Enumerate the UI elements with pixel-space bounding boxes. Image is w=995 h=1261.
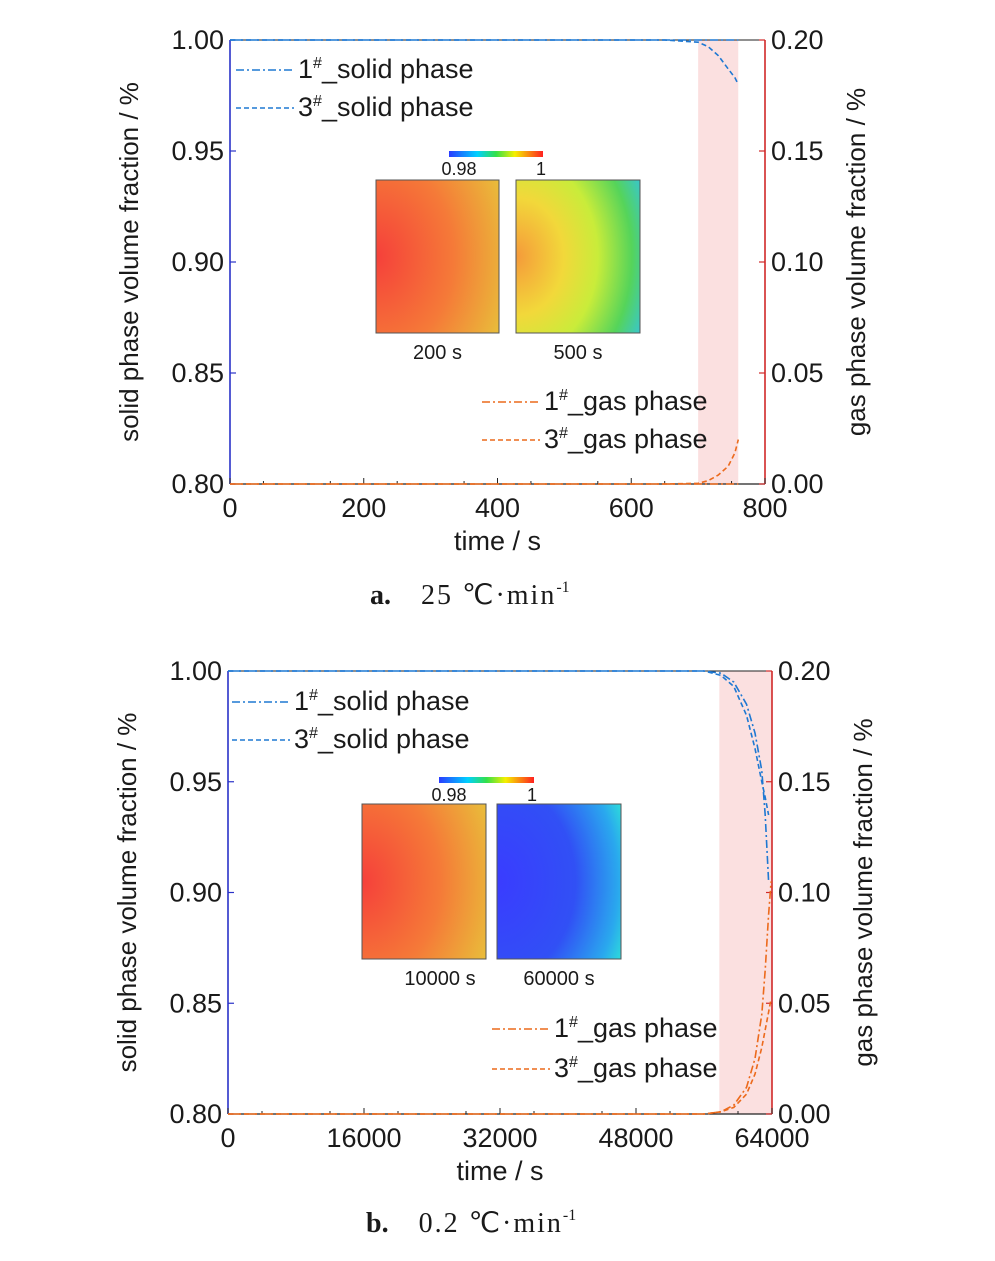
chart2-colorbar-min-label: 0.98 [431,785,466,805]
chart2-panel: 0 16000 32000 48000 64000 0.80 0.85 0.90 0.95 1.0… [112,656,878,1239]
chart2-y-tick-label: 0.90 [169,878,222,908]
chart2-inset-label-1: 10000 s [404,968,475,990]
chart2-y2-tick-label: 0.20 [778,656,831,686]
chart2-legend-label-3: 1#_gas phase [554,1013,718,1043]
chart1-colorbar-max-label: 1 [536,159,546,179]
chart1-y2-tick-label: 0.10 [771,247,824,277]
chart2-y2-tick-label: 0.05 [778,988,831,1018]
chart1-caption: a. 25 ℃·min-1 [370,579,570,611]
chart1-legend-label-1: 1#_solid phase [298,54,474,84]
chart1-x-tick-label: 200 [341,493,386,523]
chart2-series-line-2 [228,670,770,816]
chart1-x-tick-label: 0 [222,493,237,523]
chart1-y2-tick-label: 0.05 [771,358,824,388]
chart1-colorbar [449,151,543,157]
chart1-y-tick-label: 0.95 [171,136,224,166]
chart1-inset-map-1 [375,179,500,334]
chart2-caption: b. 0.2 ℃·min-1 [366,1207,576,1239]
chart1-inset-label-1: 200 s [413,342,462,364]
chart1-legend-label-2: 3#_solid phase [298,92,474,122]
chart1-y-tick-label: 1.00 [171,25,224,55]
chart1-y-axis-label: solid phase volume fraction / % [114,82,144,442]
chart1-series-line-2 [230,39,740,85]
chart2-legend-label-1: 1#_solid phase [294,686,470,716]
chart2-x-tick-label: 0 [220,1123,235,1153]
chart2-x-tick-label: 16000 [326,1123,401,1153]
chart2-y-tick-label: 0.95 [169,767,222,797]
chart2-x-tick-label: 64000 [734,1123,809,1153]
chart1-y-tick-label: 0.90 [171,247,224,277]
chart2-y-tick-label: 1.00 [169,656,222,686]
chart2-inset-map-2 [496,803,622,960]
chart1-inset-label-2: 500 s [554,342,603,364]
chart1-legend-label-4: 3#_gas phase [544,424,708,454]
chart2-highlight-region [719,671,772,1114]
chart2-series-line-4 [228,998,772,1115]
chart2-y2-tick-label: 0.00 [778,1099,831,1129]
chart2-y-tick-label: 0.85 [169,988,222,1018]
chart2-y-tick-label: 0.80 [169,1099,222,1129]
chart1-y2-tick-label: 0.15 [771,136,824,166]
chart2-x-tick-label: 48000 [598,1123,673,1153]
chart1-y2-axis-label: gas phase volume fraction / % [841,88,871,436]
chart2-colorbar [439,777,534,783]
chart2-legend-label-2: 3#_solid phase [294,724,470,754]
chart1-highlight-region [698,40,739,484]
chart1-y2-tick-label: 0.20 [771,25,824,55]
chart2-inset-label-2: 60000 s [523,968,594,990]
chart1-panel: 0 200 400 600 800 0.80 0.85 0.90 0.95 1.00 0.00 0.0… [114,25,871,611]
chart2-y2-tick-label: 0.15 [778,767,831,797]
chart2-x-tick-label: 32000 [462,1123,537,1153]
chart2-colorbar-max-label: 1 [527,785,537,805]
chart1-x-axis-label: time / s [454,526,541,556]
chart1-inset-map-2 [515,179,641,334]
chart1-legend-label-3: 1#_gas phase [544,386,708,416]
chart2-y2-tick-label: 0.10 [778,878,831,908]
chart2-y-axis-label: solid phase volume fraction / % [112,713,142,1073]
chart2-inset-map-1 [361,803,487,960]
chart2-y2-axis-label: gas phase volume fraction / % [848,718,878,1066]
chart1-x-tick-label: 800 [742,493,787,523]
chart1-y2-tick-label: 0.00 [771,469,824,499]
chart2-legend-label-4: 3#_gas phase [554,1053,718,1083]
chart1-colorbar-min-label: 0.98 [441,159,476,179]
chart2-x-axis-label: time / s [456,1156,543,1186]
chart1-series-line-4 [230,439,740,485]
chart1-x-tick-label: 600 [609,493,654,523]
chart1-x-tick-label: 400 [475,493,520,523]
chart1-y-tick-label: 0.80 [171,469,224,499]
chart1-y-tick-label: 0.85 [171,358,224,388]
